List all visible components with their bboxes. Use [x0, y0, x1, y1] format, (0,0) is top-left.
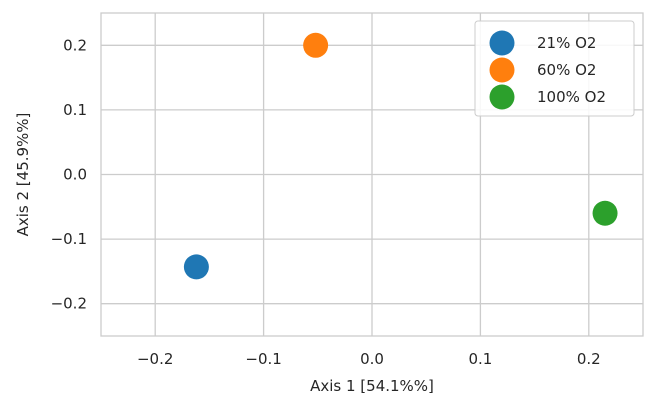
data-point — [592, 200, 618, 226]
y-tick-label: −0.2 — [51, 295, 87, 313]
legend-label: 21% O2 — [537, 34, 596, 52]
legend-label: 100% O2 — [537, 88, 606, 106]
x-tick-label: 0.2 — [577, 350, 601, 368]
legend-box — [474, 20, 635, 117]
data-point — [183, 254, 209, 280]
legend-label: 60% O2 — [537, 61, 596, 79]
x-axis-ticks: −0.2 −0.1 0.0 0.1 0.2 — [137, 350, 601, 368]
x-tick-label: 0.1 — [468, 350, 492, 368]
x-tick-label: 0.0 — [360, 350, 384, 368]
data-points — [183, 32, 618, 280]
legend: 21% O2 60% O2 100% O2 — [474, 20, 635, 117]
y-axis-label: Axis 2 [45.9%%] — [14, 113, 32, 237]
y-tick-label: 0.0 — [63, 166, 87, 184]
y-tick-label: 0.2 — [63, 36, 87, 54]
x-axis-label: Axis 1 [54.1%%] — [310, 377, 434, 395]
legend-marker — [489, 84, 515, 110]
x-tick-label: −0.1 — [245, 350, 281, 368]
y-tick-label: −0.1 — [51, 230, 87, 248]
legend-marker — [489, 57, 515, 83]
data-point — [303, 32, 329, 58]
plot-frame — [100, 12, 644, 337]
x-tick-label: −0.2 — [137, 350, 173, 368]
y-tick-label: 0.1 — [63, 101, 87, 119]
legend-marker — [489, 30, 515, 56]
y-axis-ticks: −0.2 −0.1 0.0 0.1 0.2 — [51, 36, 87, 312]
